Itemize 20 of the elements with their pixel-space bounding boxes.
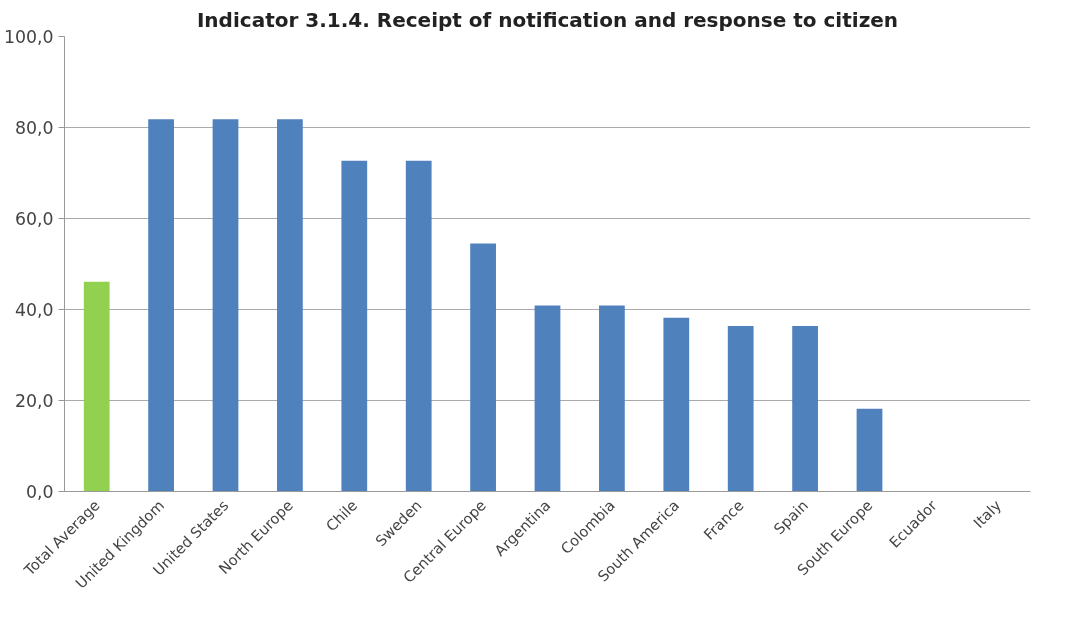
chart-title: Indicator 3.1.4. Receipt of notification and response to citizen [196, 7, 899, 32]
bar [148, 119, 174, 492]
y-tick-label: 40,0 [14, 300, 54, 320]
y-tick-label: 20,0 [14, 391, 54, 411]
bar [212, 119, 239, 492]
bar [470, 243, 496, 492]
y-tick-label: 100,0 [3, 27, 54, 47]
bar [83, 281, 110, 492]
bar [599, 305, 625, 492]
bar [727, 325, 754, 492]
bar [277, 119, 303, 492]
bar [856, 408, 883, 492]
y-tick-label: 80,0 [14, 118, 54, 138]
bar [663, 317, 690, 492]
y-tick-label: 0,0 [25, 482, 54, 502]
bar [341, 160, 368, 492]
bar [534, 305, 561, 492]
bar [405, 160, 432, 492]
bar [792, 325, 818, 492]
y-tick-label: 60,0 [14, 209, 54, 229]
